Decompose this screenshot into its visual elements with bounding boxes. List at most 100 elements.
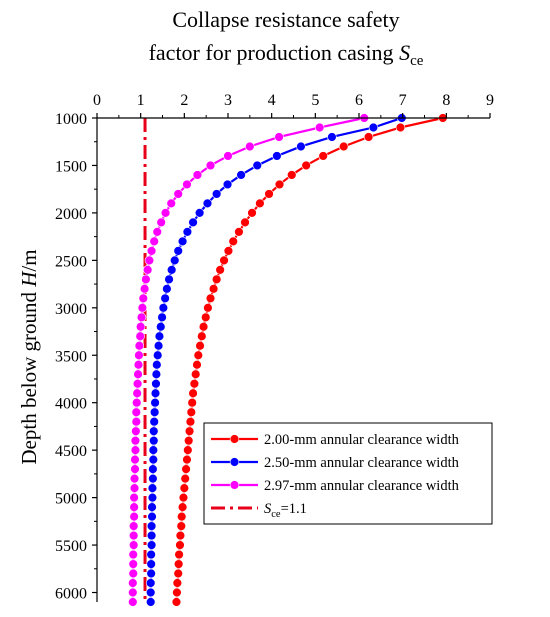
series-3-point (182, 179, 192, 190)
series-2-point (146, 597, 156, 607)
series-1-point (228, 236, 238, 247)
series-2-point (149, 416, 159, 427)
series-1-point (176, 521, 186, 531)
series-2-point (148, 445, 159, 455)
legend-label-subscript: ce (271, 509, 281, 520)
series-line-3 (131, 116, 365, 602)
series-2-point (211, 189, 222, 199)
series-2-point (368, 122, 379, 133)
y-tick-label: 4000 (55, 396, 87, 413)
series-2-point (146, 540, 157, 550)
series-1-point (205, 293, 216, 304)
series-3-point (128, 587, 138, 598)
legend-label-4: Sce=1.1 (264, 501, 307, 520)
series-1-point (193, 350, 204, 360)
chart-title-subscript: ce (410, 53, 424, 69)
series-1-point (187, 398, 197, 408)
legend-label-3: 2.97-mm annular clearance width (264, 478, 460, 494)
series-3-point (137, 303, 148, 313)
y-tick-label: 5000 (55, 491, 87, 508)
y-tick-label: 6000 (55, 586, 87, 603)
series-1-point (219, 255, 229, 266)
series-3-point (132, 379, 143, 389)
y-tick-label: 1500 (55, 158, 87, 175)
series-1-point (173, 568, 183, 579)
series-1-point (173, 559, 184, 569)
series-3-point (144, 255, 155, 266)
series-3-point (245, 141, 255, 152)
series-2-point (157, 312, 167, 322)
series-2-point (149, 407, 160, 417)
series-3-point (133, 369, 143, 379)
series-2-point (146, 587, 156, 598)
series-1-point (177, 502, 188, 512)
legend: 2.00-mm annular clearance width 2.50-mm a… (203, 422, 493, 525)
series-1-point (174, 549, 184, 560)
series-2-point (151, 369, 162, 379)
series-2-point (152, 360, 162, 370)
x-tick-label: 0 (93, 92, 101, 109)
series-2-point (173, 246, 183, 256)
x-tick-label: 3 (224, 92, 232, 109)
series-3-point (315, 122, 325, 133)
series-2-point (147, 483, 158, 493)
series-1-point (184, 426, 195, 436)
series-1-point (301, 160, 311, 171)
series-2-point (146, 549, 156, 560)
y-tick-label: 3000 (55, 301, 87, 318)
series-3-point (129, 502, 139, 512)
legend-label-text: =1.1 (281, 501, 307, 517)
series-3-point (128, 540, 139, 550)
series-3-point (128, 597, 138, 607)
legend-label-1: 2.00-mm annular clearance width (264, 432, 460, 448)
series-3-point (131, 407, 142, 417)
series-1-point (181, 464, 191, 474)
series-2-point (150, 388, 161, 398)
series-1-point (180, 473, 190, 484)
series-2-point (153, 350, 163, 360)
series-2-point (147, 492, 158, 503)
chart-title-variable: S (399, 40, 410, 65)
series-3-point (131, 416, 142, 427)
x-tick-label: 2 (180, 92, 188, 109)
series-2-point (149, 435, 159, 446)
series-3-point (138, 293, 148, 304)
series-3-point (128, 568, 138, 579)
series-3-point (166, 198, 176, 209)
series-2-point (177, 236, 188, 247)
series-2-point (150, 398, 160, 408)
chart-title-line-2-text: factor for production casing (149, 40, 399, 65)
legend-marker-1 (229, 434, 240, 444)
series-3-point (135, 331, 145, 341)
series-3-point (133, 360, 144, 370)
y-tick-label: 2000 (55, 206, 87, 223)
legend-marker-2 (229, 457, 240, 467)
x-tick-label: 8 (442, 92, 450, 109)
series-2-point (146, 530, 157, 541)
series-2-point (236, 170, 246, 180)
series-1-point (274, 179, 285, 190)
series-1-point (247, 208, 257, 218)
series-2-point (272, 151, 282, 161)
series-1-point (172, 587, 182, 598)
series-2-point (147, 502, 157, 512)
series-2-point (154, 331, 165, 341)
series-1-point (208, 284, 219, 294)
series-1-point (189, 379, 200, 389)
series-1-point (203, 303, 213, 313)
series-1-point (363, 132, 374, 142)
series-line-2 (149, 116, 403, 602)
x-tick-label: 9 (486, 92, 494, 109)
series-2-point (146, 559, 156, 569)
plot-area (128, 113, 448, 607)
series-2-point (148, 473, 158, 484)
series-1-point (234, 227, 244, 237)
series-1-point (197, 331, 207, 341)
series-1-point (186, 407, 197, 417)
series-1-point (183, 445, 193, 455)
series-1-point (287, 170, 297, 180)
series-3-point (173, 189, 183, 199)
series-1-point (175, 540, 185, 550)
series-1-point (255, 198, 265, 209)
series-1-point (264, 189, 274, 199)
